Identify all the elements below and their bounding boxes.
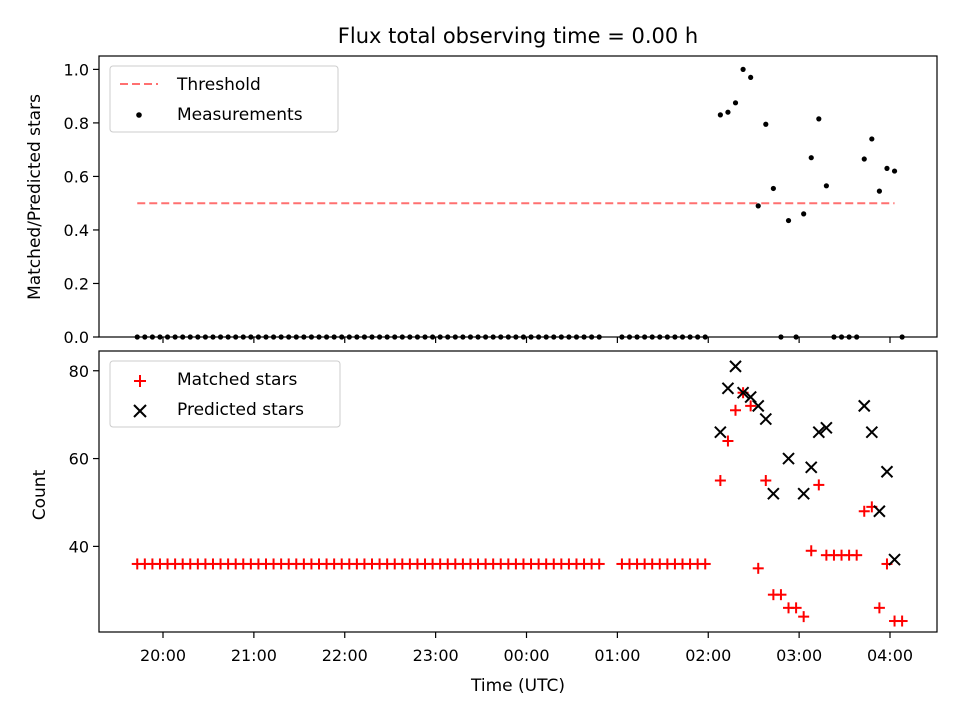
predicted-star-point <box>736 386 750 399</box>
top-panel-x-ticks <box>162 337 891 343</box>
matched-star-point <box>775 589 787 601</box>
predicted-star-point <box>873 505 886 518</box>
predicted-star-point <box>782 452 795 465</box>
legend-measurements-label: Measurements <box>177 105 303 125</box>
measurement-point <box>732 100 739 106</box>
y-tick-label: 0.6 <box>64 167 89 186</box>
x-tick-label: 20:00 <box>140 646 186 665</box>
measurement-point <box>884 165 890 171</box>
top-y-axis-label: Matched/Predicted stars <box>25 94 45 300</box>
x-tick-label: 23:00 <box>413 646 459 665</box>
measurement-point <box>770 185 776 192</box>
matched-star-point <box>699 558 711 570</box>
predicted-star-point <box>714 426 727 439</box>
measurement-point <box>755 203 761 209</box>
matched-star-point <box>790 602 802 614</box>
bottom-panel-y-ticks: 40 60 80 <box>69 362 99 556</box>
matched-star-point <box>805 545 817 557</box>
measurement-point <box>740 66 746 72</box>
matched-star-point <box>873 602 885 614</box>
measurement-point <box>823 183 829 189</box>
predicted-star-point <box>797 487 810 500</box>
matched-star-point <box>760 475 772 487</box>
x-tick-label: 21:00 <box>231 646 277 665</box>
x-tick-label: 03:00 <box>776 646 822 665</box>
matched-star-point <box>730 404 742 416</box>
matched-star-point <box>896 615 908 627</box>
top-panel: 0.0 0.2 0.4 0.6 0.8 1.0 Matched/Predicted sta… <box>25 55 938 347</box>
bottom-panel-frame <box>98 350 938 633</box>
predicted-star-point <box>752 399 765 413</box>
measurement-point <box>808 155 814 161</box>
predicted-star-point <box>812 426 826 439</box>
predicted-star-point <box>820 421 833 435</box>
y-tick-label: 0.4 <box>64 221 89 240</box>
y-tick-label: 0.2 <box>64 274 89 293</box>
y-tick-label: 1.0 <box>64 60 89 79</box>
predicted-star-point <box>767 487 780 500</box>
matched-star-point <box>813 479 825 491</box>
measurement-point <box>763 121 769 127</box>
measurement-point <box>725 109 731 115</box>
predicted-star-point <box>865 426 879 439</box>
measurement-point <box>801 211 807 217</box>
predicted-star-point <box>858 399 871 413</box>
bottom-legend-box <box>109 360 341 428</box>
bottom-panel: 40 60 80 20:00 21:00 22:00 23:00 00:00 01:00 02:… <box>30 350 938 696</box>
matched-star-point <box>745 400 757 412</box>
matched-star-point <box>851 549 863 561</box>
x-tick-label: 00:00 <box>503 646 549 665</box>
top-panel-frame <box>98 55 938 338</box>
legend-threshold-label: Threshold <box>176 75 261 95</box>
predicted-star-point <box>759 412 773 426</box>
predicted-star-point <box>805 461 818 474</box>
predicted-star-point <box>888 553 901 566</box>
measurement-point <box>816 116 822 122</box>
chart-title: Flux total observing time = 0.00 h <box>338 24 698 48</box>
matched-star-point <box>722 435 734 447</box>
predicted-star-point <box>729 360 742 373</box>
legend-matched-swatch <box>134 375 146 387</box>
x-tick-label: 22:00 <box>322 646 368 665</box>
y-tick-label: 80 <box>69 362 89 381</box>
x-tick-label: 01:00 <box>594 646 640 665</box>
bottom-panel-x-ticks: 20:00 21:00 22:00 23:00 00:00 01:00 02:00 03:00… <box>140 632 913 665</box>
matched-star-point <box>752 562 764 574</box>
y-tick-label: 0.8 <box>64 114 89 133</box>
y-tick-label: 60 <box>69 450 89 469</box>
y-tick-label: 0.0 <box>64 328 89 347</box>
bottom-y-axis-label: Count <box>30 469 50 520</box>
legend-predicted-label: Predicted stars <box>177 400 304 420</box>
x-axis-label: Time (UTC) <box>470 676 565 696</box>
top-legend-box <box>109 65 339 133</box>
bottom-legend: Matched stars Predicted stars <box>109 360 341 428</box>
measurement-point <box>861 156 867 162</box>
matched-star-point <box>714 475 726 487</box>
measurement-point <box>869 136 875 142</box>
measurement-point <box>876 188 882 194</box>
predicted-star-point <box>880 465 894 478</box>
legend-matched-label: Matched stars <box>177 370 297 390</box>
top-legend: Threshold Measurements <box>109 65 339 133</box>
matched-star-point <box>593 558 605 570</box>
matched-star-point <box>858 505 870 517</box>
legend-measurements-swatch <box>136 112 142 118</box>
measurement-point <box>891 168 898 174</box>
x-tick-label: 02:00 <box>685 646 731 665</box>
legend-predicted-swatch <box>133 404 147 418</box>
bottom-panel-marks <box>131 360 908 627</box>
x-tick-label: 04:00 <box>867 646 913 665</box>
predicted-star-point <box>721 382 735 395</box>
y-tick-label: 40 <box>69 537 89 556</box>
measurement-point <box>785 217 792 224</box>
matched-star-point <box>798 611 810 623</box>
measurement-point <box>748 74 754 81</box>
measurement-point <box>717 112 723 118</box>
top-panel-y-ticks: 0.0 0.2 0.4 0.6 0.8 1.0 <box>64 60 99 347</box>
